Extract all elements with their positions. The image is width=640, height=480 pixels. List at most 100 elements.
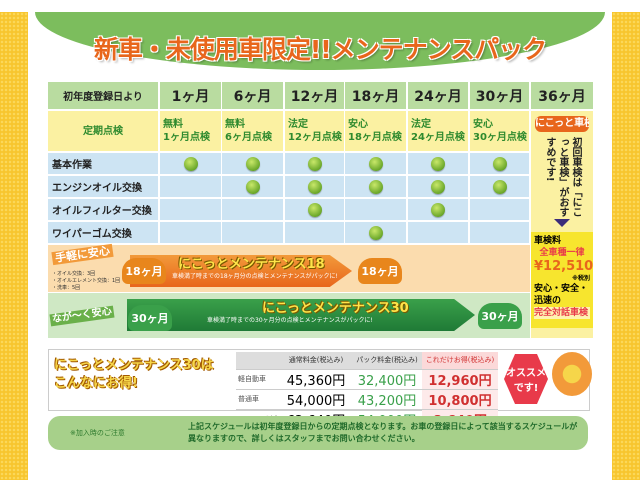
shaken-points: 安心・安全・迅速の (534, 284, 589, 306)
table-cell (222, 222, 283, 243)
table-cell (408, 176, 468, 197)
table-cell (222, 153, 283, 174)
table-cell (408, 222, 468, 243)
inspection-cell: 無料 1ヶ月点検 (160, 111, 221, 151)
inspection-text: 12ヶ月点検 (288, 132, 342, 143)
price-heading: こんなにお得! (54, 376, 138, 391)
row-label: ワイパーゴム交換 (48, 222, 158, 243)
check-dot-icon (368, 225, 383, 240)
pack18-name: にこっとメンテナンス18 (178, 257, 325, 272)
row-label: エンジンオイル交換 (48, 176, 158, 197)
left-border (0, 12, 28, 480)
price-col-header: 通常料金(税込み) (280, 352, 352, 370)
inspection-cell: 法定 12ヶ月点検 (285, 111, 344, 151)
price-col-header: パック料金(税込み) (352, 352, 422, 370)
price-row: 軽自動車 45,360円 32,400円 12,960円 (236, 369, 498, 390)
shaken-price: ¥12,510 (534, 259, 593, 274)
price-value: 43,200円 (352, 389, 422, 410)
price-value: 32,400円 (352, 369, 422, 390)
price-col-header (236, 352, 280, 370)
table-cell (470, 176, 529, 197)
inspection-cell: 無料 6ヶ月点検 (222, 111, 283, 151)
table-cell (222, 176, 283, 197)
inspection-text: 24ヶ月点検 (411, 132, 465, 143)
car-30-end: 30ヶ月 (478, 303, 522, 329)
inspection-text: 1ヶ月点検 (163, 132, 210, 143)
note-box: ※加入時のご注意 上記スケジュールは初年度登録日からの定期点検となります。お車の… (48, 416, 588, 450)
inspection-label: 定期点検 (48, 111, 158, 151)
down-arrow-icon (554, 219, 570, 227)
inspection-text: 6ヶ月点検 (225, 132, 272, 143)
pack30-arrow: にこっとメンテナンス30 車検満了時までの30ヶ月分の点検とメンテナンスがパック… (127, 299, 475, 331)
price-col-header: これだけお得(税込み) (422, 352, 498, 370)
inspection-cell: 安心 30ヶ月点検 (470, 111, 529, 151)
pack30-desc: 車検満了時までの30ヶ月分の点検とメンテナンスがパックに! (207, 317, 373, 324)
table-cell (345, 199, 406, 220)
table-cell (285, 222, 344, 243)
car-18-start: 18ヶ月 (122, 258, 166, 284)
note-label: ※加入時のご注意 (70, 429, 125, 437)
inspection-text: 安心 (473, 119, 493, 130)
inspection-text: 18ヶ月点検 (348, 132, 402, 143)
check-dot-icon (183, 156, 198, 171)
table-cell (160, 153, 221, 174)
tax-note: ※税別 (572, 275, 590, 282)
check-dot-icon (368, 179, 383, 194)
check-dot-icon (492, 179, 507, 194)
inspection-text: 法定 (288, 119, 308, 130)
table-cell (470, 153, 529, 174)
check-dot-icon (492, 156, 507, 171)
price-value: 12,960円 (422, 369, 498, 390)
check-dot-icon (245, 179, 260, 194)
table-cell (470, 199, 529, 220)
table-cell (160, 176, 221, 197)
price-value: 54,000円 (280, 389, 352, 410)
header-month: 1ヶ月 (160, 82, 221, 109)
pack18-note: ・オイルエレメント交換：1回 (52, 278, 121, 284)
vehicle-type: 普通車 (236, 389, 280, 410)
inspection-cell: 安心 18ヶ月点検 (345, 111, 406, 151)
pack18-arrow: にこっとメンテナンス18 車検満了時までの18ヶ月分の点検とメンテナンスがパック… (130, 255, 352, 287)
vehicle-type: 軽自動車 (236, 369, 280, 390)
note-text: 上記スケジュールは初年度登録日からの定期点検となります。お車の登録日によって該当… (188, 422, 578, 443)
pack18-note: ・洗車：5回 (52, 285, 81, 291)
table-cell (408, 153, 468, 174)
table-cell (345, 153, 406, 174)
fee-label: 車検料 (534, 236, 562, 246)
table-cell (345, 176, 406, 197)
check-dot-icon (307, 202, 322, 217)
pack18-desc: 車検満了時までの18ヶ月分の点検とメンテナンスがパックに! (172, 273, 338, 280)
check-dot-icon (431, 202, 445, 217)
check-dot-icon (431, 179, 445, 194)
inspection-text: 無料 (163, 119, 183, 130)
header-month: 36ヶ月 (531, 82, 593, 109)
table-cell (285, 176, 344, 197)
price-value: 10,800円 (422, 389, 498, 410)
table-cell (285, 153, 344, 174)
inspection-text: 法定 (411, 119, 431, 130)
table-cell (345, 222, 406, 243)
row-label: 基本作業 (48, 153, 158, 174)
price-heading: にこっとメンテナンス30は (54, 358, 214, 373)
car-18-end: 18ヶ月 (358, 258, 402, 284)
header-month: 12ヶ月 (285, 82, 344, 109)
shaken-panel: にこっと車検 初回車検は「にこっと車検」がおすすめです! 車検料 全車種一律 ¥… (531, 111, 593, 338)
car-30-start: 30ヶ月 (128, 305, 172, 331)
check-dot-icon (307, 179, 322, 194)
price-value: 45,360円 (280, 369, 352, 390)
header-first: 初年度登録日より (48, 82, 158, 109)
price-header-row: 通常料金(税込み) パック料金(税込み) これだけお得(税込み) (236, 352, 498, 370)
right-border (612, 12, 640, 480)
pack30-name: にこっとメンテナンス30 (262, 301, 409, 316)
inspection-text: 安心 (348, 119, 368, 130)
header-month: 6ヶ月 (222, 82, 283, 109)
full-label: 完全対話車検 (534, 307, 590, 319)
inspection-text: 30ヶ月点検 (473, 132, 527, 143)
price-row: 普通車 54,000円 43,200円 10,800円 (236, 389, 498, 410)
header-month: 24ヶ月 (408, 82, 468, 109)
table-cell (285, 199, 344, 220)
table-cell (470, 222, 529, 243)
inspection-cell: 法定 24ヶ月点検 (408, 111, 468, 151)
shaken-vertical-text: 初回車検は「にこっと車検」がおすすめです! (544, 137, 581, 217)
row-label: オイルフィルター交換 (48, 199, 158, 220)
